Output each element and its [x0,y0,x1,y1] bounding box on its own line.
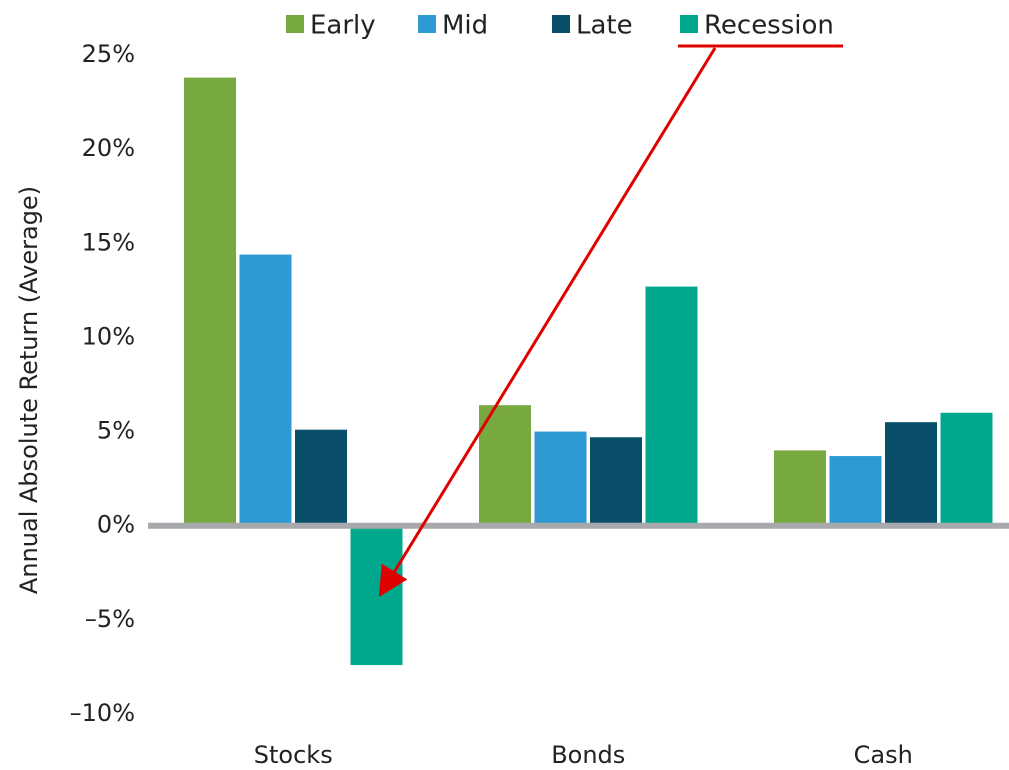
bar [184,77,236,526]
bar [239,254,292,526]
bar [534,431,587,526]
bar [885,422,937,526]
bar [940,412,993,526]
bar [829,456,882,526]
legend-label: Recession [704,11,834,41]
bar [774,450,826,526]
bar [479,405,531,526]
y-tick-label: 0% [97,511,135,539]
x-tick-label: Stocks [254,741,333,769]
y-tick-label: 10% [82,322,135,350]
y-tick-label: 25% [82,40,135,68]
bar [350,525,403,666]
bar [590,437,642,526]
x-tick-label: Bonds [551,741,625,769]
legend-swatch [418,15,436,33]
y-tick-label: –5% [85,605,135,633]
legend-swatch [680,15,698,33]
plot: –10% –5% 0% 5% 10% 15% 20% 25% Stocks Bonds Cash [70,40,1009,769]
y-tick-label: 5% [97,417,135,445]
annotation-arrow [378,47,717,598]
legend-label: Early [310,11,376,41]
bar [295,429,347,526]
y-tick-label: 15% [82,228,135,256]
legend-swatch [552,15,570,33]
y-axis-label: Annual Absolute Return (Average) [15,186,43,594]
y-tick-label: 20% [82,134,135,162]
y-tick-label: –10% [70,699,135,727]
bar [645,286,698,526]
x-tick-label: Cash [854,741,913,769]
legend-swatch [286,15,304,33]
legend-label: Mid [442,11,488,41]
legend-label: Late [576,11,633,41]
